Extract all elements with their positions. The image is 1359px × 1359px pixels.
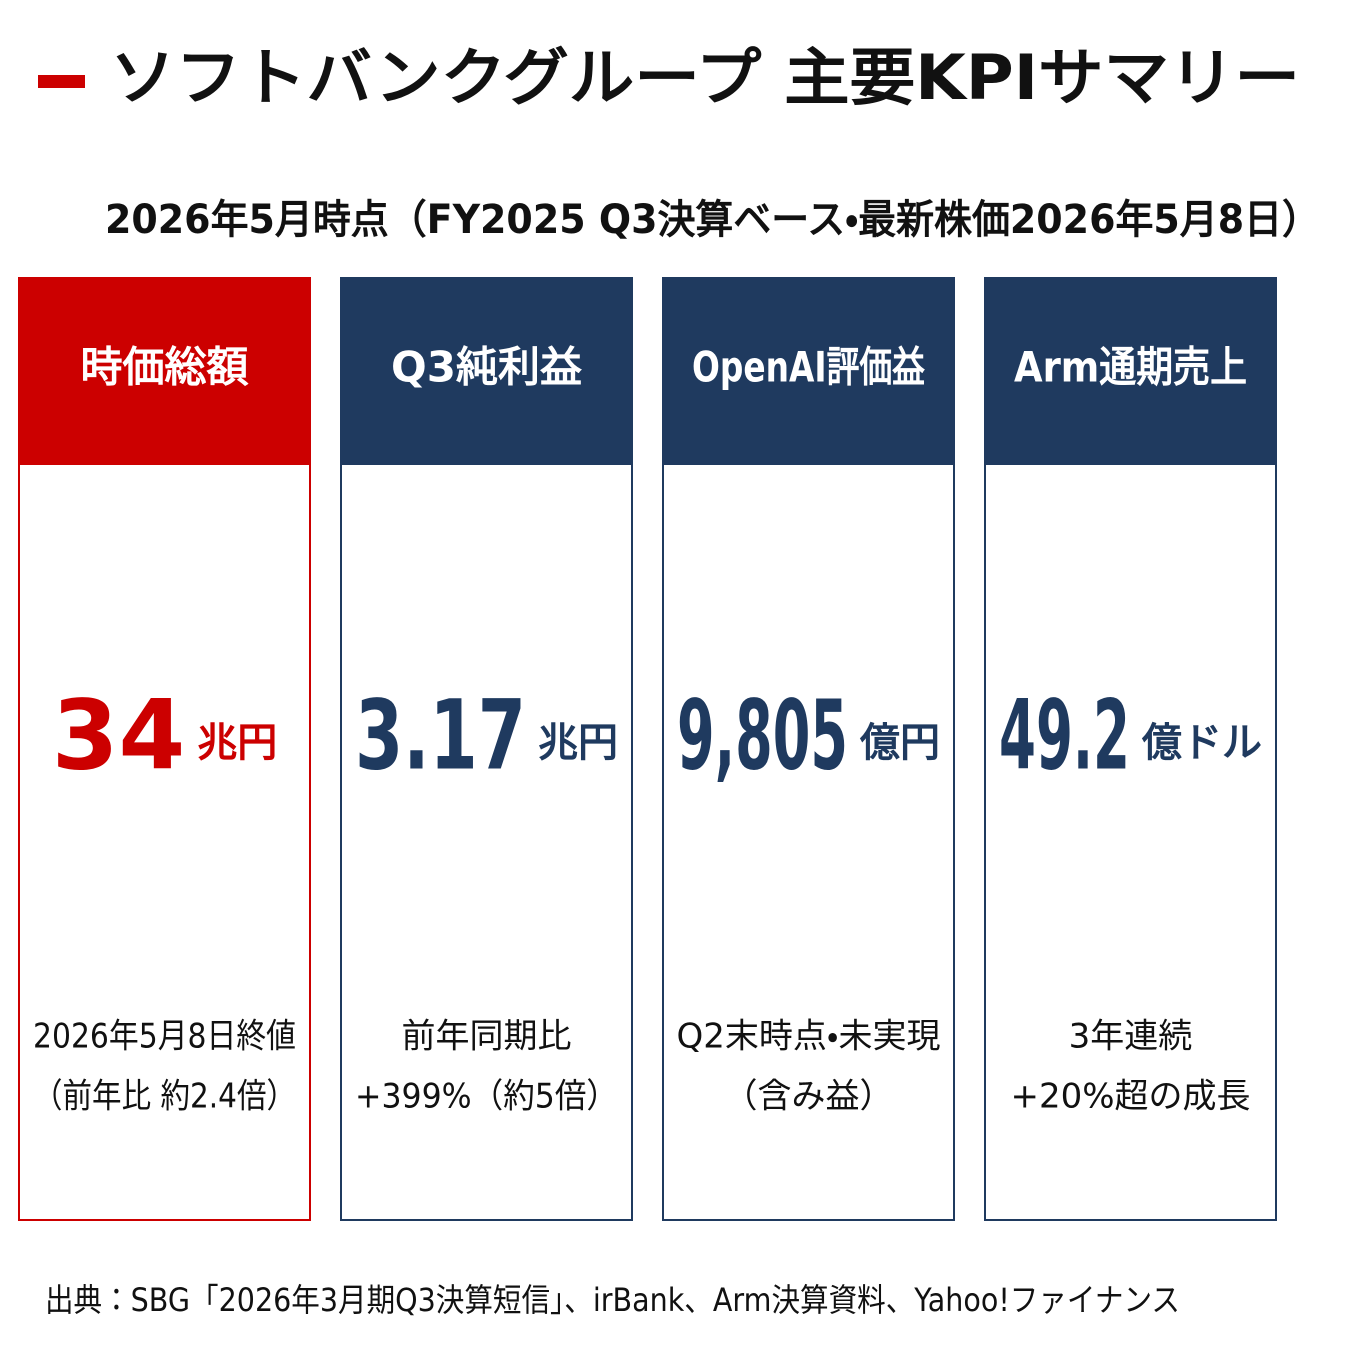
card-header-bg: [18, 278, 311, 465]
card-header-bg: [340, 278, 633, 465]
card-value: 9,805: [677, 679, 848, 791]
card-value: 49.2: [999, 679, 1130, 791]
source: 出典：SBG「2026年3月期Q3決算短信」、irBank、Arm決算資料、Ya…: [45, 1281, 1180, 1319]
card-note: 3年連続: [1069, 1017, 1193, 1057]
card-note: +399%（約5倍）: [355, 1077, 618, 1117]
card-unit: 億ドル: [1141, 720, 1262, 766]
card-header: 時価総額: [80, 343, 248, 392]
card-unit: 億円: [859, 720, 940, 766]
card-header: Arm通期売上: [1014, 343, 1247, 392]
title-marker: [38, 75, 85, 88]
card-note: 2026年5月8日終値: [33, 1017, 296, 1057]
subtitle: 2026年5月時点（FY2025 Q3決算ベース・最新株価2026年5月8日）: [105, 197, 1320, 243]
card-note: 前年同期比: [402, 1017, 572, 1057]
card-value: 34: [52, 679, 186, 791]
card-note: +20%超の成長: [1010, 1077, 1250, 1117]
card-header: Q3純利益: [391, 343, 582, 392]
card-unit: 兆円: [538, 720, 618, 766]
title: ソフトバンクグループ 主要KPIサマリー: [110, 41, 1300, 114]
card-header-bg: [662, 278, 955, 465]
card-note: （前年比 約2.4倍）: [33, 1077, 296, 1117]
card-note: Q2末時点・未実現: [677, 1017, 941, 1057]
card-value: 3.17: [355, 679, 526, 791]
card-unit: 兆円: [197, 720, 277, 766]
card-header-bg: [984, 278, 1277, 465]
card-note: （含み益）: [724, 1077, 894, 1117]
card-header: OpenAI評価益: [692, 343, 925, 392]
